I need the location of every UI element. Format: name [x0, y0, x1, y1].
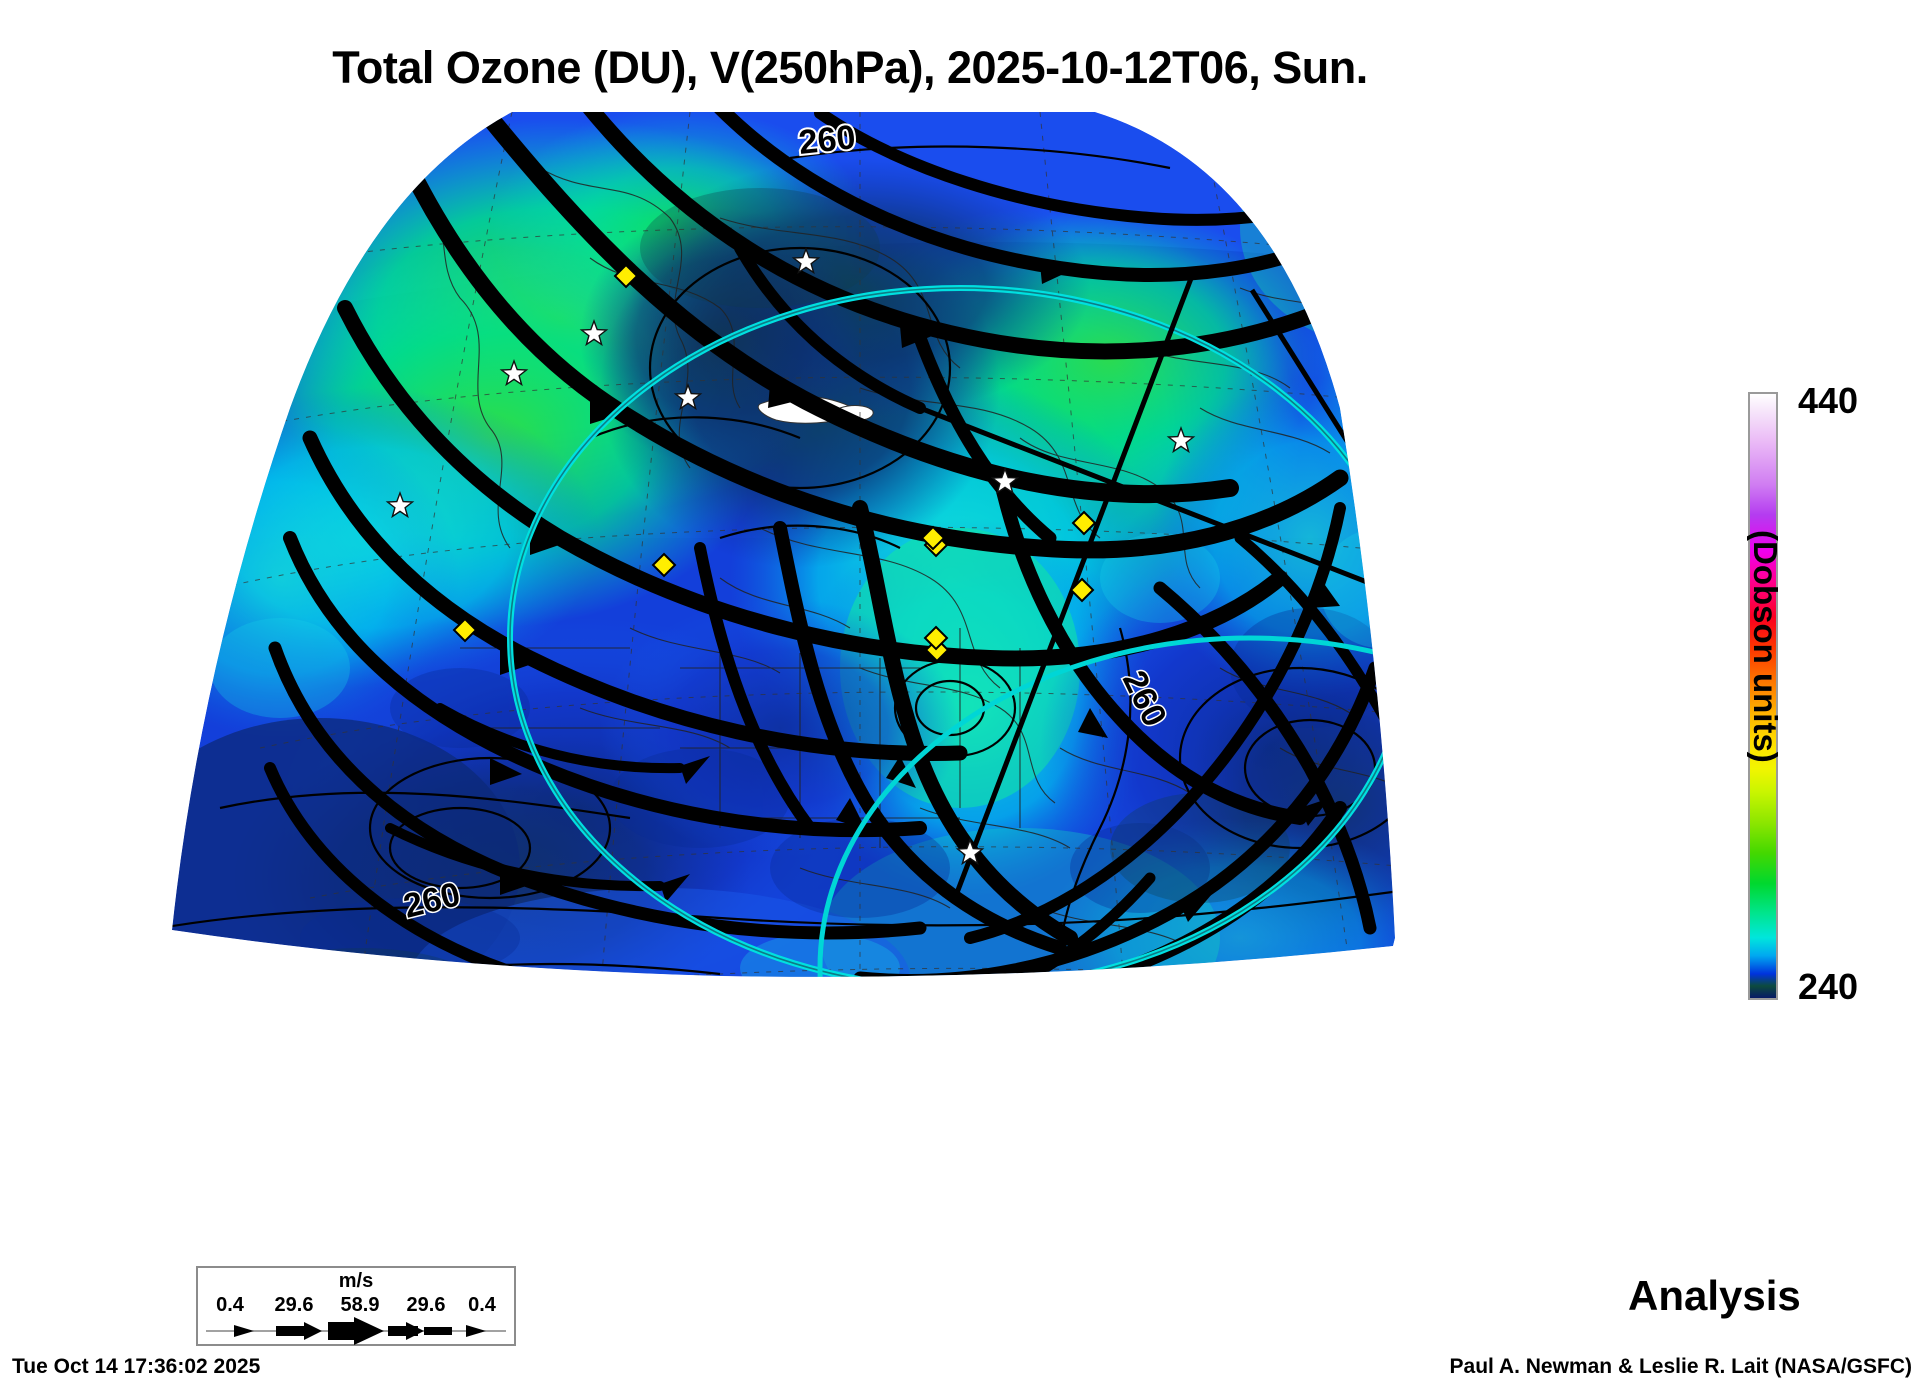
station-marker-layer: [385, 246, 1196, 866]
station-marker-diamond: [613, 263, 639, 289]
station-marker-star: [990, 466, 1020, 495]
ozone-contour-layer: [172, 145, 1395, 976]
wind-tick-1: 29.6: [274, 1294, 314, 1316]
station-marker-star: [1166, 425, 1196, 454]
wind-tick-0: 0.4: [216, 1294, 244, 1316]
colorbar-max-label: 440: [1798, 380, 1859, 421]
page-title: Total Ozone (DU), V(250hPa), 2025-10-12T…: [332, 42, 1368, 93]
wind-unit-label: m/s: [338, 1270, 374, 1292]
station-marker-diamond: [923, 625, 949, 651]
projection-mask: [160, 108, 1480, 1038]
station-marker-star: [955, 837, 985, 866]
terminator-circle-secondary: [817, 635, 1395, 977]
station-marker-diamond: [1071, 510, 1097, 536]
colorbar-gradient: [1748, 392, 1778, 1000]
station-marker-star: [385, 490, 415, 519]
wind-arrow-scale: [206, 1317, 506, 1345]
wind-scale-legend: m/s 0.4 29.6 58.9 29.6 0.4: [196, 1266, 516, 1346]
credits-label: Paul A. Newman & Leslie R. Lait (NASA/GS…: [1449, 1355, 1912, 1378]
wind-tick-4: 0.4: [468, 1294, 496, 1316]
analysis-label: Analysis: [1628, 1272, 1801, 1319]
terminator-circle: [507, 285, 1395, 977]
wind-tick-3: 29.6: [406, 1294, 446, 1316]
station-marker-diamond: [920, 525, 946, 551]
colorbar-units-label: (Dobson units): [1747, 530, 1784, 763]
station-marker-diamond: [651, 552, 677, 578]
generation-timestamp: Tue Oct 14 17:36:02 2025: [12, 1355, 261, 1378]
station-marker-star: [673, 382, 703, 411]
map-canvas: 260 260 260 260: [160, 108, 1480, 1038]
colorbar-min-label: 240: [1798, 966, 1859, 1007]
map-svg: 260 260 260 260: [160, 108, 1480, 1038]
wind-streamline-layer: [264, 112, 1395, 977]
contour-label: 260: [797, 118, 857, 162]
wind-tick-2: 58.9: [340, 1294, 380, 1316]
colorbar: 440 240 (Dobson units): [1740, 380, 1926, 1020]
station-marker-star: [499, 358, 529, 387]
station-marker-diamond: [1069, 577, 1095, 603]
contour-label-layer: 260 260 260 260: [398, 116, 1175, 927]
station-marker-star: [791, 246, 821, 275]
station-marker-diamond: [452, 617, 478, 643]
station-marker-star: [579, 318, 609, 347]
